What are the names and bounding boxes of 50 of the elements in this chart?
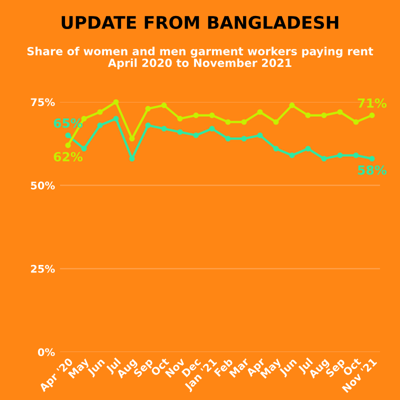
- point: [241, 119, 247, 125]
- point: [369, 112, 375, 118]
- point: [113, 116, 119, 122]
- point: [145, 122, 151, 128]
- y-tick-label: 50%: [31, 182, 55, 190]
- point: [353, 152, 359, 158]
- point: [369, 156, 375, 162]
- point: [289, 102, 295, 108]
- point: [177, 129, 183, 135]
- point: [81, 146, 87, 152]
- y-tick-label: 75%: [30, 98, 55, 106]
- point: [257, 109, 263, 115]
- point: [225, 136, 231, 142]
- point: [97, 109, 103, 115]
- point: [97, 122, 103, 128]
- point: [193, 112, 199, 118]
- point: [209, 112, 215, 118]
- point: [113, 99, 119, 105]
- data-label: 65%: [54, 118, 83, 128]
- point: [305, 146, 311, 152]
- point: [225, 119, 231, 125]
- chart-subtitle: Share of women and men garment workers paying rent April 2020 to November 2021: [27, 46, 374, 70]
- point: [177, 116, 183, 122]
- x-tick-label: Oct: [342, 357, 362, 376]
- point: [65, 132, 71, 138]
- point: [257, 132, 263, 138]
- point: [65, 142, 71, 148]
- point: [353, 119, 359, 125]
- point: [321, 112, 327, 118]
- point: [337, 152, 343, 158]
- point: [273, 119, 279, 125]
- point: [161, 102, 167, 108]
- data-label: 71%: [358, 98, 387, 108]
- y-tick-label: 0%: [38, 348, 55, 356]
- point: [273, 146, 279, 152]
- point: [193, 132, 199, 138]
- chart-title: UPDATE FROM BANGLADESH: [62, 16, 338, 30]
- point: [145, 106, 151, 112]
- point: [305, 112, 311, 118]
- point: [241, 136, 247, 142]
- point: [129, 136, 135, 142]
- point: [321, 156, 327, 162]
- y-tick-label: 25%: [31, 264, 55, 273]
- point: [129, 156, 135, 162]
- data-label: 58%: [358, 165, 387, 175]
- data-label: 62%: [54, 152, 83, 162]
- point: [209, 126, 215, 132]
- point: [289, 152, 295, 158]
- point: [337, 109, 343, 115]
- point: [161, 126, 167, 132]
